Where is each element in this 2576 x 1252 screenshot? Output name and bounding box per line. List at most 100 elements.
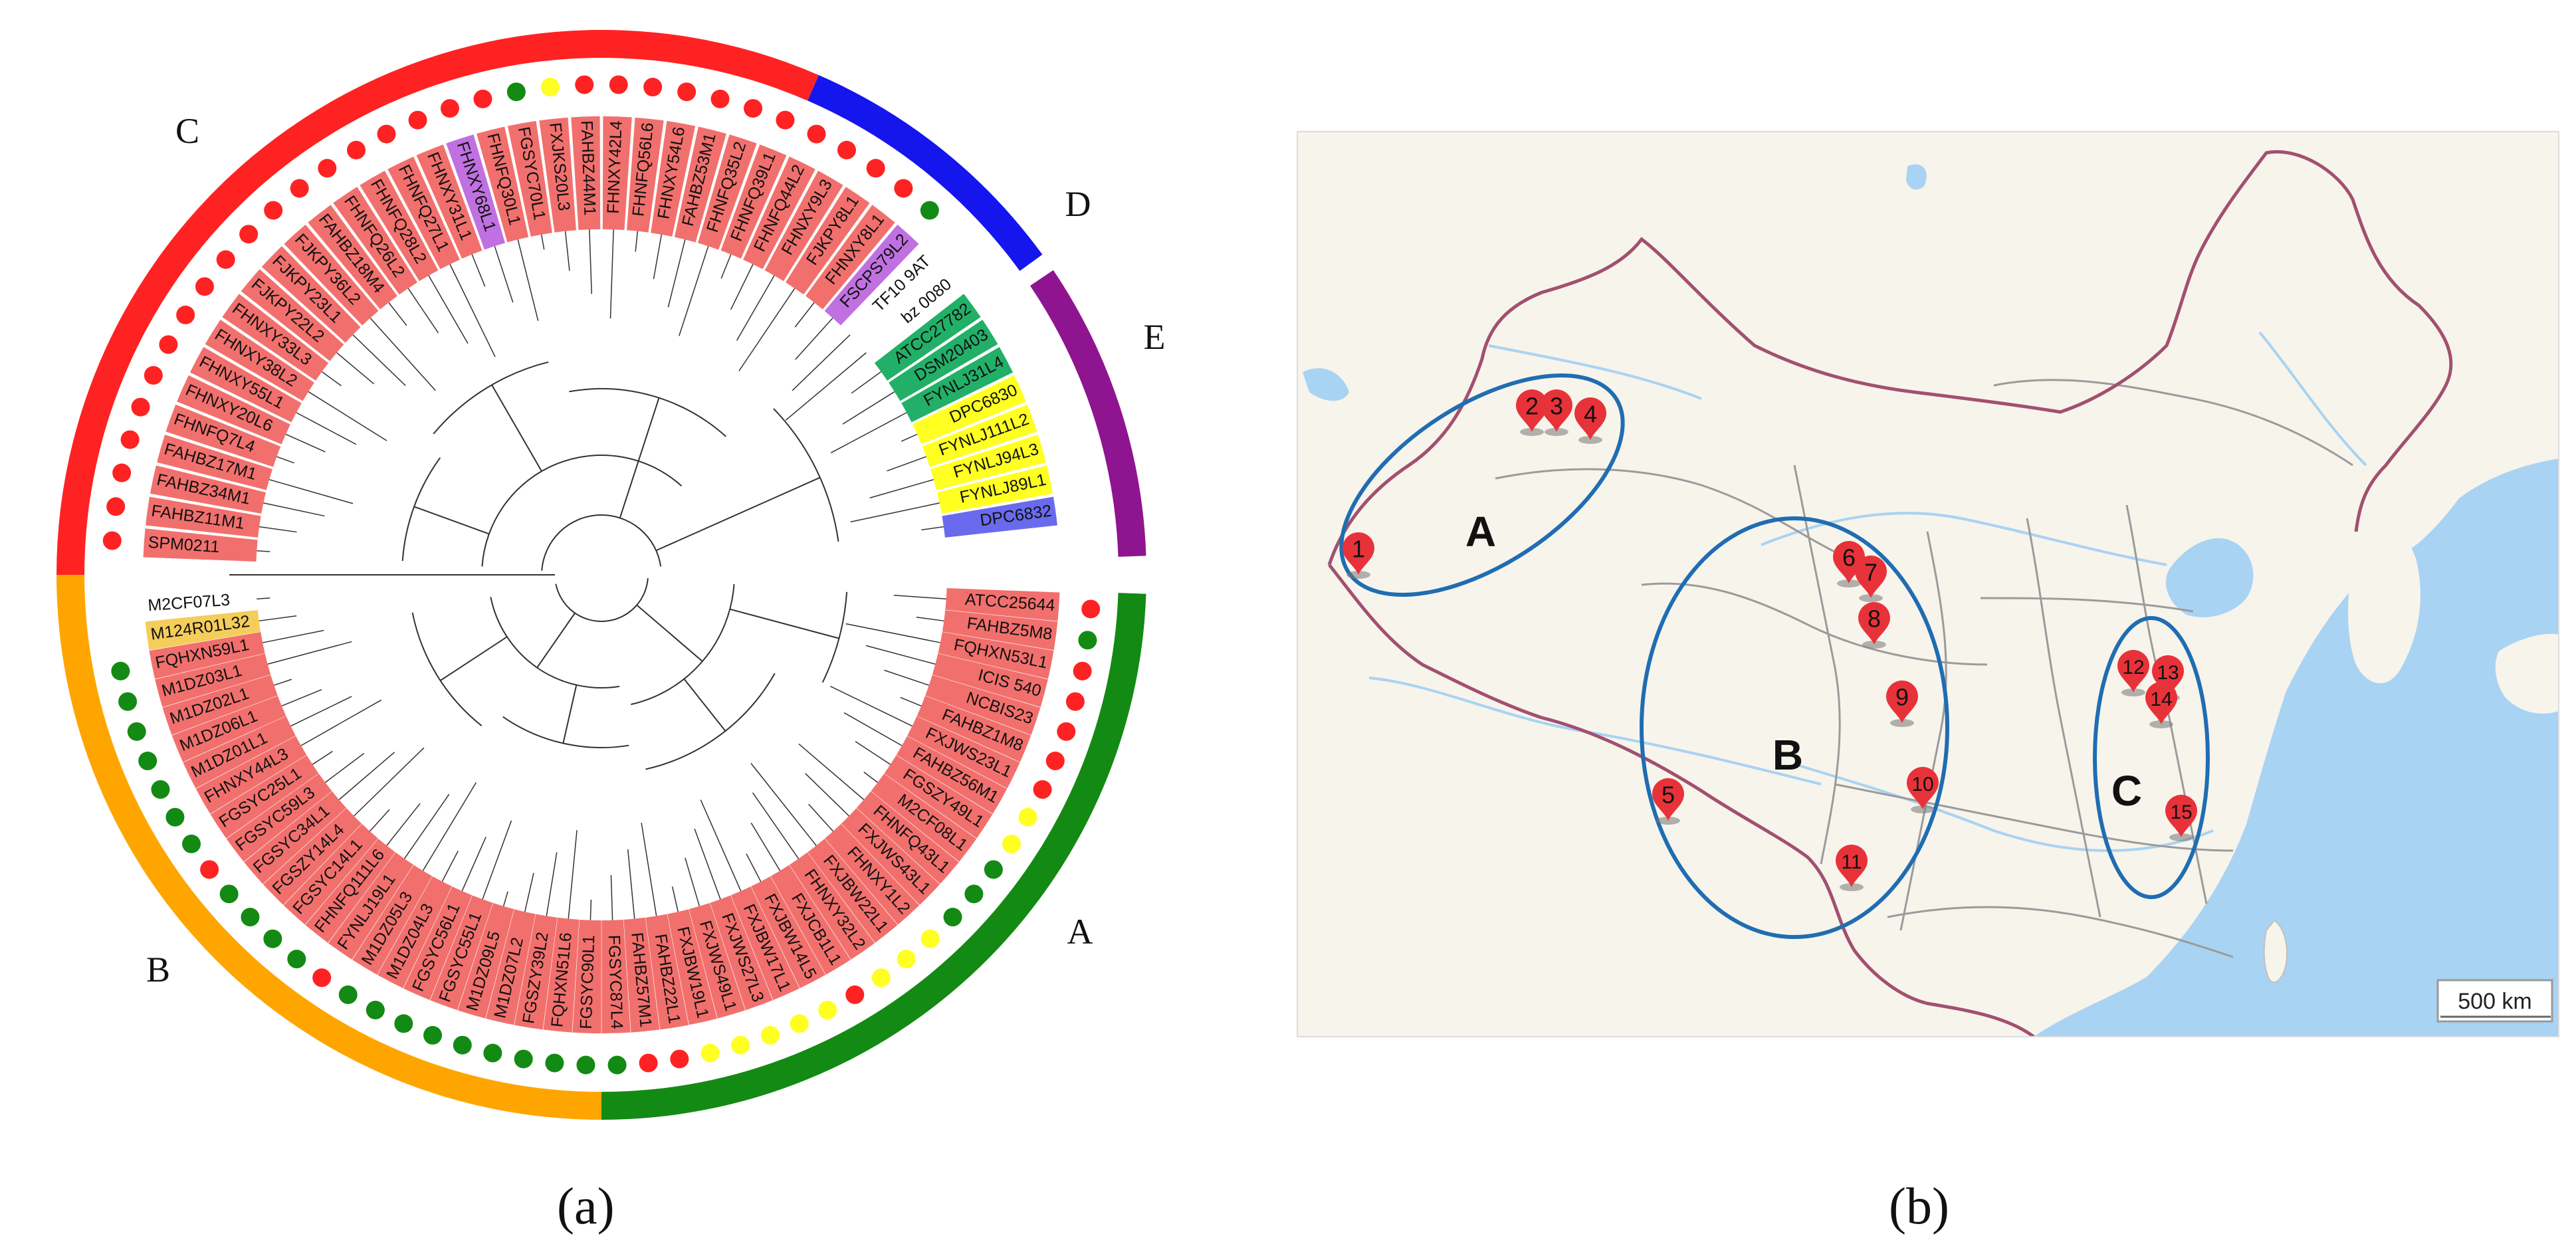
strain-dot-red (176, 305, 195, 324)
strain-dot-yellow (700, 1043, 720, 1063)
strain-dot-green (453, 1035, 472, 1055)
strain-dot-green (576, 1055, 595, 1075)
strain-dot-green (138, 752, 158, 771)
clade-label-b: B (146, 950, 170, 990)
strain-dot-green (506, 82, 526, 102)
taxon-wedge (751, 876, 826, 989)
taxon-wedge (896, 736, 1008, 814)
site-number: 11 (1841, 851, 1862, 873)
site-marker-10[interactable]: 10 (1907, 767, 1939, 813)
lake-balkhash (1303, 368, 1349, 401)
internal-branch-arc (773, 408, 839, 542)
site-marker-11[interactable]: 11 (1836, 845, 1868, 891)
tip-branch (746, 853, 762, 882)
tip-branch (257, 550, 270, 552)
tip-branch (321, 371, 342, 387)
strain-dot-green (943, 908, 962, 927)
site-marker-6[interactable]: 6 (1833, 541, 1865, 587)
taxon-background-wedges (143, 116, 1060, 1033)
map-pin-icon (1516, 389, 1548, 432)
internal-branch (683, 678, 726, 732)
internal-branch-arc (490, 597, 620, 688)
strain-dot-green (984, 860, 1003, 879)
site-marker-9[interactable]: 9 (1886, 680, 1918, 727)
taxon-wedge (884, 755, 993, 839)
taxon-wedge (651, 121, 696, 237)
taxon-wedge (226, 774, 332, 862)
strain-dot-green (219, 885, 239, 904)
strain-dot-red (377, 124, 396, 144)
strain-dot-red (264, 201, 283, 220)
taxon-wedge (284, 224, 379, 326)
tip-branch (324, 753, 365, 783)
site-marker-3[interactable]: 3 (1541, 389, 1572, 436)
korea-peninsula (2348, 505, 2420, 684)
internal-branch (413, 506, 490, 535)
tip-branch (354, 747, 425, 817)
tip-branch (845, 623, 941, 643)
taxon-wedge (841, 808, 940, 905)
taxon-wedge (146, 496, 261, 538)
strain-dot-red (312, 968, 332, 988)
site-number: 2 (1525, 393, 1539, 420)
tip-branch (338, 752, 395, 800)
strain-dot-red (1033, 780, 1052, 799)
strain-dot-green (545, 1053, 564, 1073)
taxon-wedge (416, 144, 483, 259)
clade-arc-e (1029, 270, 1146, 557)
strain-dot-yellow (731, 1035, 750, 1055)
taxon-wedge (689, 902, 746, 1019)
taxon-wedge (922, 404, 1037, 467)
taxon-wedge (308, 205, 397, 310)
taxon-wedge (764, 170, 843, 282)
site-marker-8[interactable]: 8 (1858, 602, 1890, 649)
tip-branch (471, 254, 486, 287)
tip-branch (653, 234, 663, 279)
taxon-wedge (857, 791, 959, 885)
site-marker-15[interactable]: 15 (2165, 795, 2197, 841)
internal-branch (619, 397, 660, 518)
taxon-wedge (945, 587, 1060, 621)
strain-dot-red (290, 179, 309, 198)
site-marker-5[interactable]: 5 (1652, 778, 1684, 825)
taxon-wedge (874, 294, 981, 381)
strain-dot-green (607, 1055, 627, 1075)
site-number: 8 (1868, 605, 1881, 633)
site-number: 3 (1550, 393, 1563, 420)
tree-branches (229, 229, 946, 920)
strain-dot-green (423, 1025, 443, 1045)
site-number: 12 (2122, 657, 2144, 678)
tip-branch (428, 275, 469, 344)
tip-branch (276, 456, 294, 464)
strain-dot-green (366, 1000, 385, 1019)
taxon-wedge (171, 696, 286, 762)
taxon-wedge (162, 675, 278, 735)
strain-dot-green (287, 950, 306, 969)
taiwan-island (2263, 919, 2288, 984)
site-marker-12[interactable]: 12 (2117, 650, 2149, 696)
tip-branch (285, 433, 326, 453)
tip-branch (352, 334, 406, 386)
tip-branch (798, 743, 865, 800)
taxon-wedge (333, 187, 417, 295)
internal-branch (636, 604, 703, 662)
site-marker-7[interactable]: 7 (1855, 556, 1887, 602)
site-marker-4[interactable]: 4 (1574, 397, 1606, 444)
strain-dot-green (151, 780, 170, 799)
strain-dot-green (111, 661, 130, 680)
site-marker-2[interactable]: 2 (1516, 389, 1548, 436)
taxon-wedge (770, 865, 851, 975)
strain-dot-green (338, 985, 358, 1004)
tip-branch (794, 302, 815, 328)
tip-branch (893, 595, 946, 600)
tip-branch (901, 433, 918, 442)
site-marker-14[interactable]: 14 (2145, 682, 2177, 728)
tip-branch (564, 231, 570, 271)
strain-dot-yellow (920, 929, 940, 948)
taxon-wedge (157, 435, 272, 490)
strain-dot-red (1065, 692, 1085, 711)
taxon-wedge (244, 791, 346, 885)
site-marker-1[interactable]: 1 (1342, 532, 1374, 579)
